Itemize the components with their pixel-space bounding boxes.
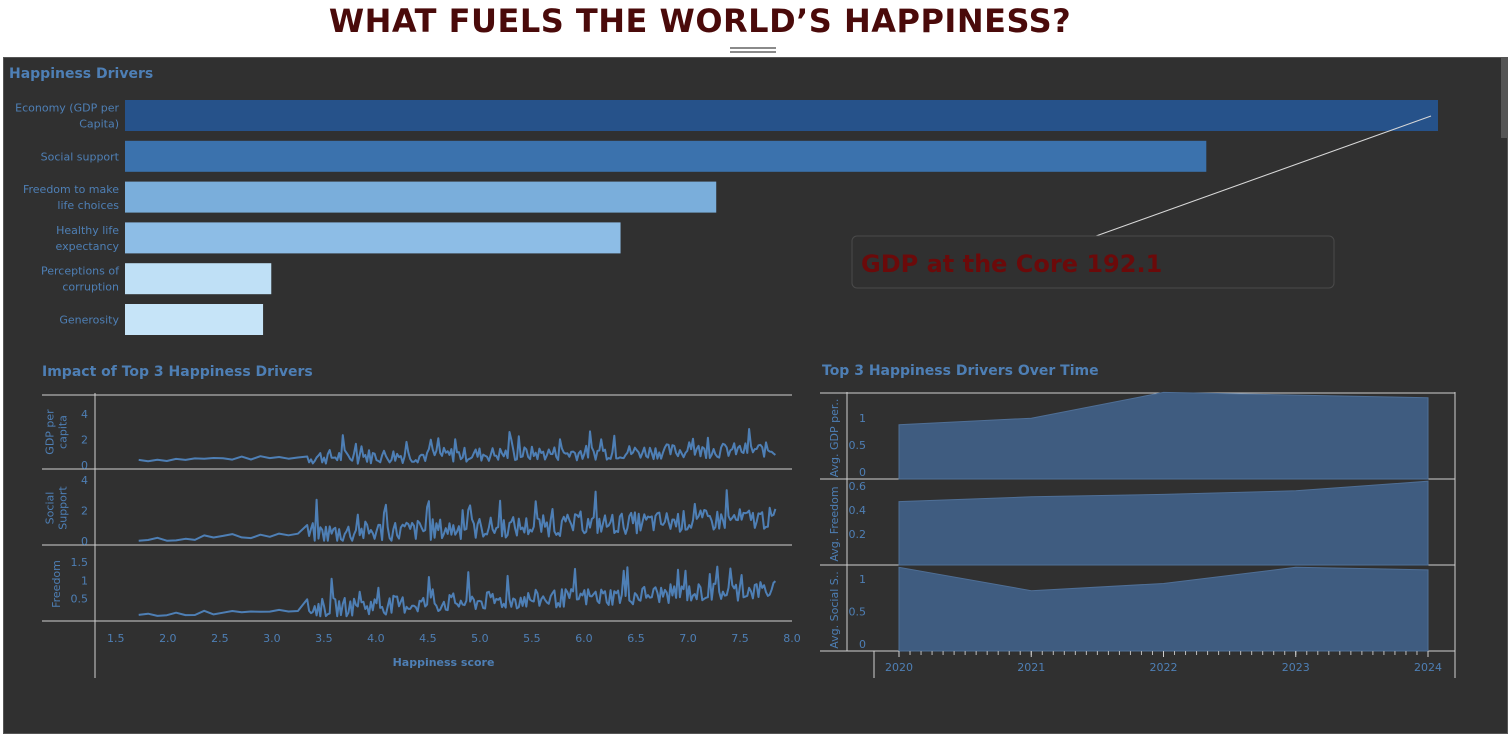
driver-label: expectancy [56, 240, 120, 253]
area-x-tick: 2021 [1017, 661, 1045, 674]
driver-label: Healthy life [56, 224, 119, 237]
area-series-label: Avg. GDP per.. [828, 399, 841, 478]
area-x-tick: 2022 [1150, 661, 1178, 674]
impact-y-tick: 0 [81, 459, 88, 472]
area-x-tick: 2024 [1414, 661, 1442, 674]
area-y-tick: 0.5 [849, 606, 867, 619]
drivers-title: Happiness Drivers [9, 66, 154, 82]
area-y-tick: 0.4 [849, 504, 867, 517]
impact-x-tick: 3.0 [263, 632, 281, 645]
impact-x-tick: 6.0 [575, 632, 593, 645]
driver-bar [125, 140, 1207, 172]
impact-x-tick: 4.0 [367, 632, 385, 645]
driver-label: life choices [57, 199, 119, 212]
driver-label: Perceptions of [41, 265, 120, 278]
annotation-box [851, 235, 1335, 289]
impact-panel-label: capita [57, 415, 70, 449]
area-y-tick: 0.5 [849, 439, 867, 452]
driver-label: corruption [62, 281, 119, 294]
annotation-text: GDP at the Core 192.1 [861, 250, 1162, 278]
impact-panel-label: Freedom [50, 560, 63, 608]
driver-label: Generosity [59, 314, 119, 327]
impact-x-tick: 2.0 [159, 632, 177, 645]
impact-x-tick: 4.5 [419, 632, 437, 645]
driver-area [898, 391, 1429, 480]
impact-panel-label: Support [57, 486, 70, 530]
impact-series-line [138, 565, 777, 618]
impact-x-tick: 5.0 [471, 632, 489, 645]
dashboard-panel: Happiness Drivers Impact of Top 3 Happin… [3, 57, 1508, 734]
impact-x-tick: 5.5 [523, 632, 541, 645]
impact-x-tick: 7.5 [731, 632, 749, 645]
area-series-label: Avg. Freedom [828, 486, 841, 561]
impact-x-tick: 8.0 [783, 632, 801, 645]
driver-bar [125, 263, 272, 295]
impact-series-line [138, 428, 776, 465]
impact-x-label: Happiness score [393, 656, 495, 669]
impact-title: Impact of Top 3 Happiness Drivers [42, 364, 313, 380]
dashboard-charts: Economy (GDP per Capita) Social support Fre… [15, 100, 1456, 678]
impact-y-tick: 1 [81, 574, 88, 587]
impact-x-tick: 2.5 [211, 632, 229, 645]
driver-bar [125, 100, 1438, 131]
annotation-leader [1095, 115, 1432, 237]
over-time-title: Top 3 Happiness Drivers Over Time [822, 363, 1099, 379]
scrollbar[interactable] [1501, 58, 1507, 138]
impact-panel-label: GDP per [44, 409, 57, 455]
driver-bar [125, 304, 264, 335]
impact-y-tick: 2 [81, 505, 88, 518]
area-y-tick: 1 [859, 412, 866, 425]
area-x-tick: 2023 [1282, 661, 1310, 674]
impact-x-tick: 3.5 [315, 632, 333, 645]
impact-y-tick: 2 [81, 433, 88, 446]
area-y-tick: 0.6 [849, 480, 867, 493]
impact-y-tick: 4 [81, 474, 88, 487]
area-y-tick: 0 [859, 638, 866, 651]
area-y-tick: 1 [859, 573, 866, 586]
area-series-label: Avg. Social S.. [828, 571, 841, 648]
impact-y-tick: 0.5 [71, 593, 89, 606]
area-y-tick: 0 [859, 466, 866, 479]
driver-bar [125, 181, 717, 213]
area-x-tick: 2020 [885, 661, 913, 674]
impact-y-tick: 0 [81, 535, 88, 548]
driver-area [898, 566, 1429, 652]
impact-x-tick: 6.5 [627, 632, 645, 645]
area-y-tick: 0.2 [849, 528, 867, 541]
driver-label: Capita) [79, 118, 119, 131]
driver-area [898, 480, 1429, 566]
driver-label: Social support [41, 150, 120, 163]
driver-bar [125, 222, 621, 254]
impact-x-tick: 7.0 [679, 632, 697, 645]
driver-label: Freedom to make [23, 183, 119, 196]
drag-handle[interactable] [730, 45, 776, 55]
impact-panel-label: Social [44, 492, 57, 525]
impact-series-line [138, 489, 777, 542]
driver-label: Economy (GDP per [15, 102, 119, 115]
impact-x-tick: 1.5 [107, 632, 125, 645]
impact-y-tick: 4 [81, 408, 88, 421]
page-title: WHAT FUELS THE WORLD’S HAPPINESS? [328, 2, 1072, 40]
impact-y-tick: 1.5 [71, 556, 89, 569]
